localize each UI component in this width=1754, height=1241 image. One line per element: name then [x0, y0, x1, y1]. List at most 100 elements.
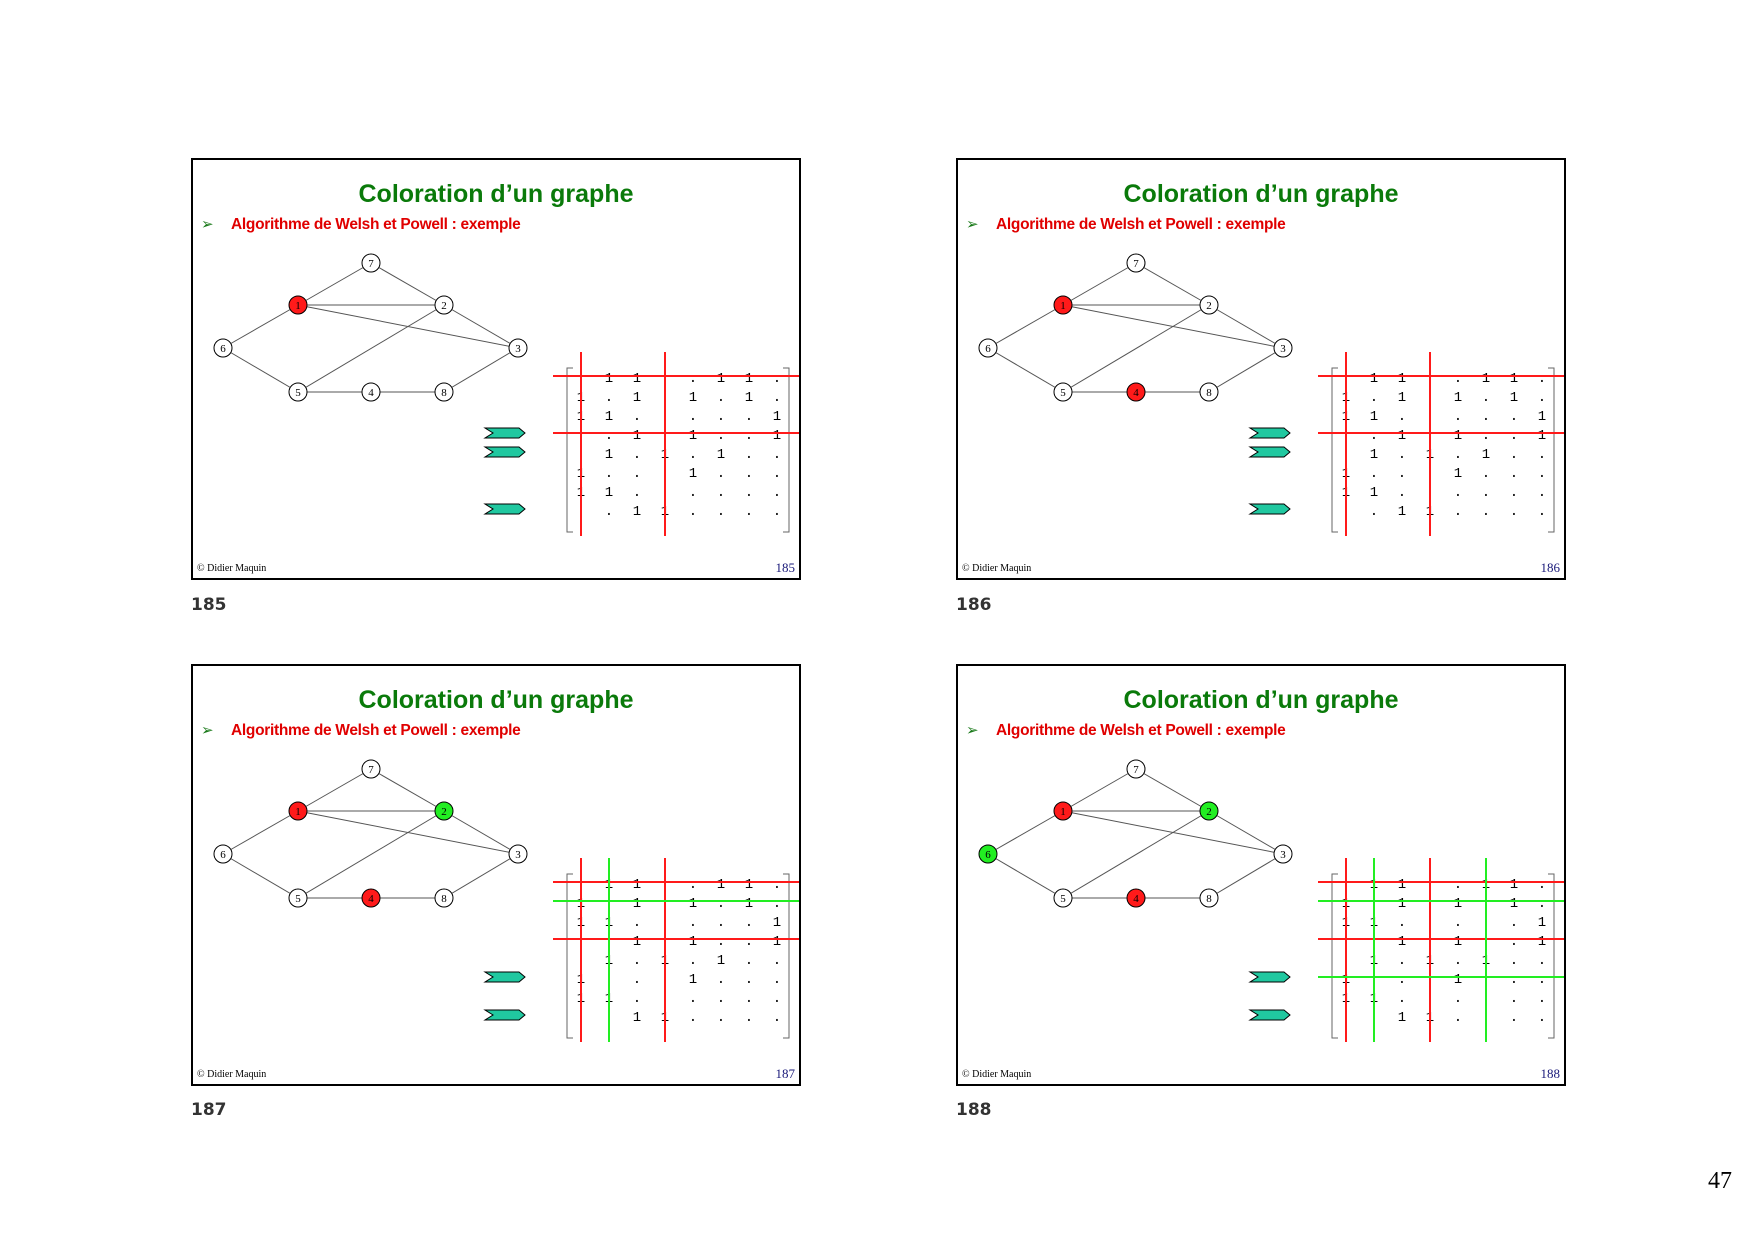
- slide-number: 185: [775, 560, 796, 575]
- matrix-cell: .: [1538, 896, 1546, 912]
- graph-edge: [443, 853, 519, 899]
- matrix-cell: 1: [605, 371, 613, 387]
- graph-node: [361, 888, 381, 908]
- node-label: 5: [1060, 387, 1066, 399]
- matrix-cell: .: [689, 877, 697, 893]
- matrix-cell: 1: [1398, 371, 1406, 387]
- page-number: 47: [1708, 1168, 1732, 1194]
- matrix-cell: .: [633, 485, 641, 501]
- matrix-cell: .: [773, 504, 781, 520]
- matrix-cell: .: [717, 504, 725, 520]
- matrix-bracket-left: [566, 367, 573, 533]
- row-arrow-icon: [1248, 427, 1291, 439]
- matrix-cell: .: [689, 915, 697, 931]
- matrix-cell: .: [773, 896, 781, 912]
- matrix-cell: 1: [773, 934, 781, 950]
- matrix-cell: .: [1398, 953, 1406, 969]
- matrix-cell: .: [773, 991, 781, 1007]
- matrix-cell: 1: [717, 447, 725, 463]
- matrix-cell: 1: [1370, 447, 1378, 463]
- matrix-cell: .: [745, 466, 753, 482]
- matrix-cell: .: [773, 485, 781, 501]
- matrix-cell: .: [1398, 447, 1406, 463]
- graph-edge: [1062, 262, 1137, 306]
- matrix-cell: .: [773, 371, 781, 387]
- graph-node: [1199, 382, 1219, 402]
- matrix-cell: .: [1370, 390, 1378, 406]
- arrow-bullet-icon: ➢: [201, 216, 214, 233]
- graph-node: [1053, 801, 1073, 821]
- matrix-cell: .: [745, 953, 753, 969]
- matrix-cell: 1: [1510, 896, 1518, 912]
- matrix-cell: 1: [1538, 915, 1546, 931]
- matrix-cell: 1: [605, 447, 613, 463]
- matrix-cell: 1: [1398, 428, 1406, 444]
- matrix-cell: 1: [633, 504, 641, 520]
- matrix-cell: .: [1454, 409, 1462, 425]
- matrix-cell: .: [1398, 409, 1406, 425]
- graph-edge: [443, 304, 519, 349]
- matrix-cell: 1: [745, 896, 753, 912]
- graph-and-matrix: 12345678.11..11.1.1.1.1.11.....1..1.1..1…: [213, 759, 799, 1042]
- matrix-cell: .: [1538, 953, 1546, 969]
- matrix-cell: .: [1398, 972, 1406, 988]
- matrix-cell: .: [745, 991, 753, 1007]
- matrix-cell: 1: [745, 371, 753, 387]
- matrix-cell: 1: [689, 972, 697, 988]
- graph-node: [288, 382, 308, 402]
- node-label: 2: [1206, 300, 1212, 312]
- matrix-cell: .: [717, 466, 725, 482]
- graph-node: [434, 295, 454, 315]
- matrix-cell: 1: [689, 466, 697, 482]
- node-label: 3: [515, 343, 521, 355]
- matrix-cell: .: [605, 390, 613, 406]
- matrix-cell: 1: [689, 896, 697, 912]
- matrix-cell: .: [1510, 972, 1518, 988]
- node-label: 2: [441, 806, 447, 818]
- row-arrow-icon: [1248, 503, 1291, 515]
- matrix-cell: 1: [1538, 934, 1546, 950]
- graph-edge: [1135, 262, 1210, 306]
- slide-title: Coloration d’un graphe: [358, 686, 634, 714]
- matrix-cell: .: [633, 447, 641, 463]
- matrix-cell: 1: [633, 390, 641, 406]
- matrix-cell: .: [689, 991, 697, 1007]
- matrix-cell: .: [689, 953, 697, 969]
- matrix-cell: 1: [1482, 447, 1490, 463]
- matrix-cell: .: [717, 972, 725, 988]
- matrix-cell: .: [1510, 428, 1518, 444]
- graph-node: [434, 888, 454, 908]
- slide-number: 188: [1540, 1066, 1561, 1081]
- node-label: 8: [1206, 387, 1212, 399]
- matrix-cell: 1: [1510, 877, 1518, 893]
- node-label: 8: [1206, 893, 1212, 905]
- matrix-cell: .: [773, 466, 781, 482]
- node-label: 6: [985, 343, 991, 355]
- graph-node: [1126, 253, 1146, 273]
- graph-node: [288, 295, 308, 315]
- node-label: 2: [1206, 806, 1212, 818]
- node-label: 2: [441, 300, 447, 312]
- matrix-cell: .: [633, 915, 641, 931]
- graph-edge: [222, 347, 299, 393]
- matrix-cell: .: [1510, 934, 1518, 950]
- matrix-cell: 1: [1454, 934, 1462, 950]
- matrix-cell: .: [717, 1010, 725, 1026]
- graph-edge: [222, 810, 299, 855]
- matrix-cell: .: [689, 447, 697, 463]
- graph-node: [1126, 382, 1146, 402]
- matrix-cell: 1: [1482, 371, 1490, 387]
- graph-node: [1273, 338, 1293, 358]
- matrix-cell: .: [1482, 466, 1490, 482]
- matrix-bracket-right: [783, 367, 790, 533]
- matrix-cell: .: [745, 1010, 753, 1026]
- matrix-cell: 1: [1510, 390, 1518, 406]
- graph-node: [1126, 888, 1146, 908]
- matrix-cell: .: [1454, 485, 1462, 501]
- matrix-cell: 1: [1398, 390, 1406, 406]
- slide-subtitle: Algorithme de Welsh et Powell : exemple: [996, 722, 1286, 739]
- node-label: 1: [295, 806, 301, 818]
- matrix-cell: 1: [1370, 485, 1378, 501]
- graph-edge: [1208, 347, 1284, 393]
- row-arrow-icon: [1248, 971, 1291, 983]
